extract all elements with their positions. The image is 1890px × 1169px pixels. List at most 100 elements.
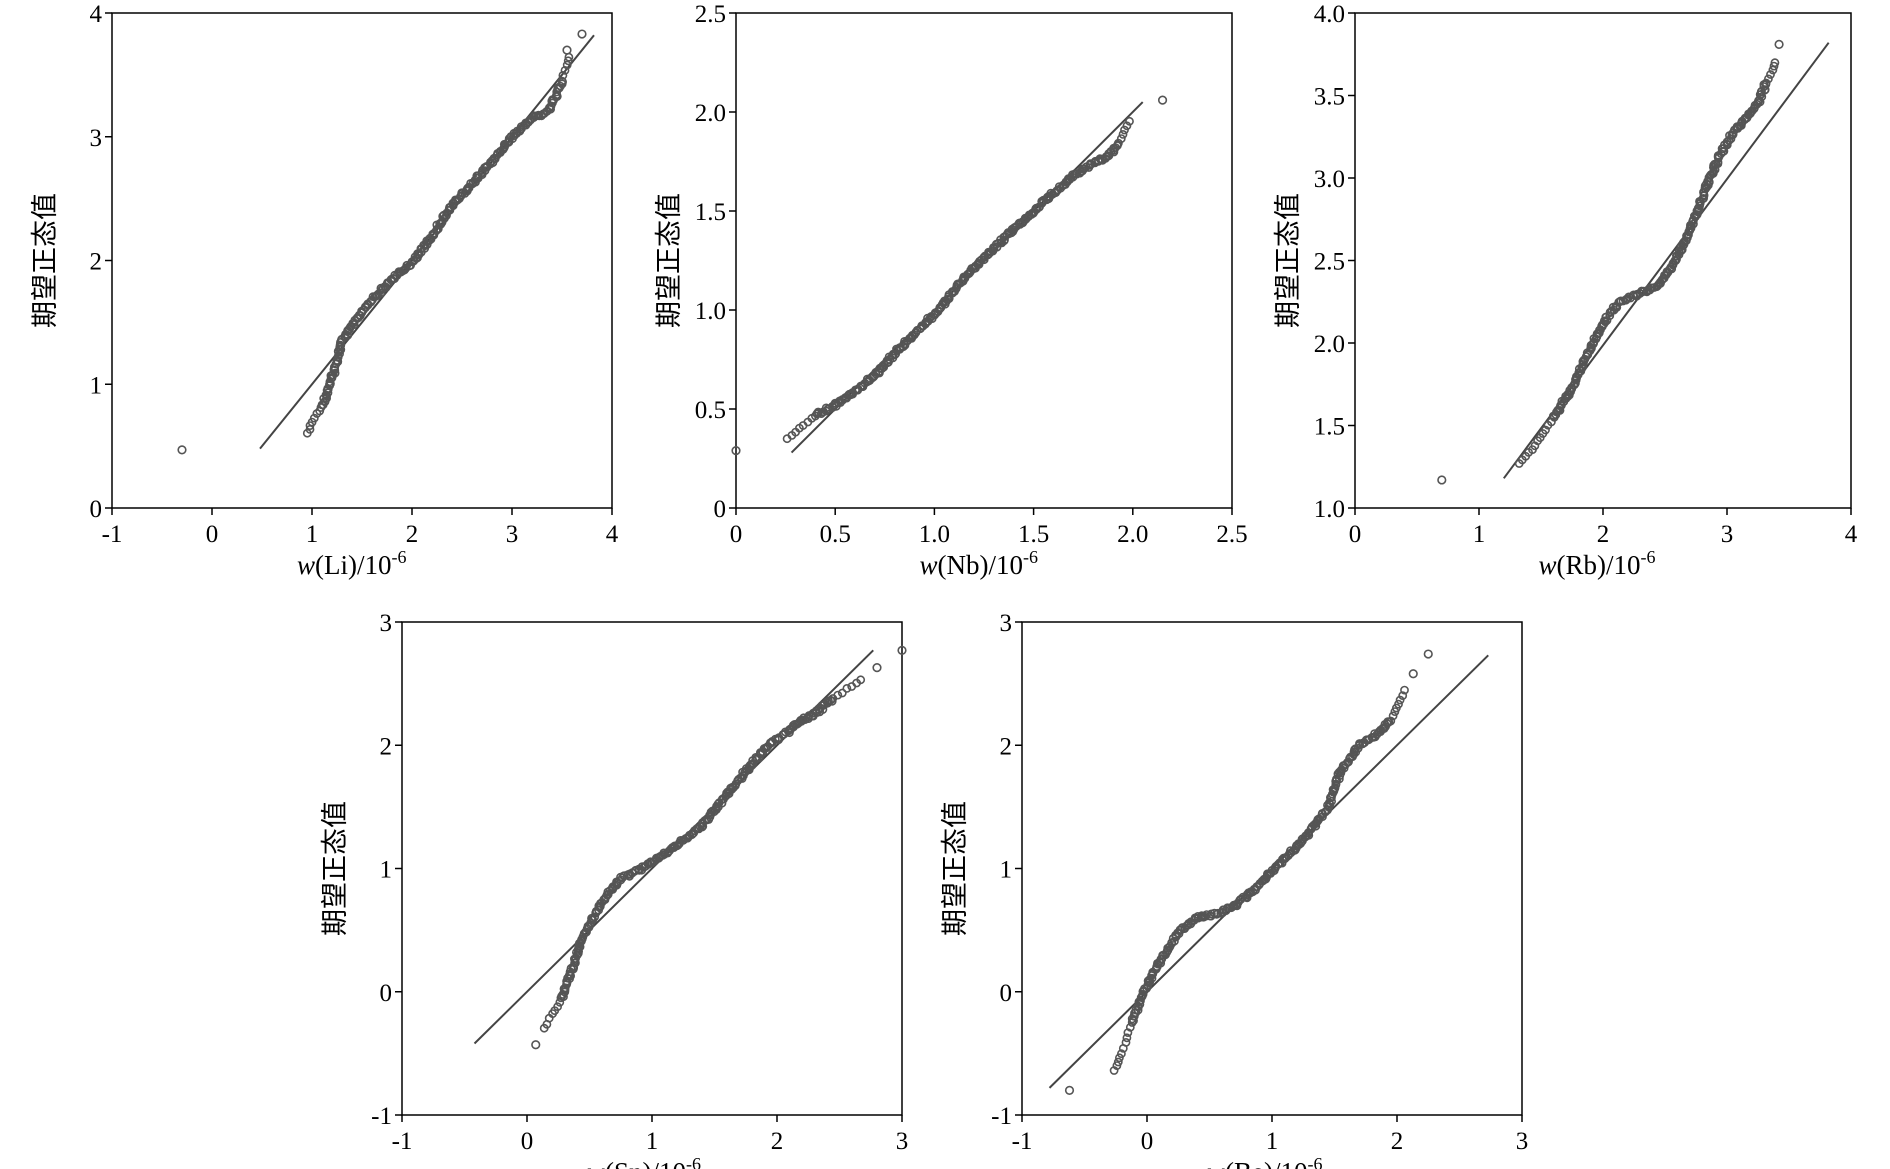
y-tick-label: 2.5 — [695, 1, 726, 28]
x-axis-title: w(Rb)/10-6 — [1539, 547, 1656, 580]
qq-point — [717, 798, 727, 808]
x-axis-title: w(Be)/10-6 — [1207, 1154, 1323, 1169]
x-tick-label: 2 — [1597, 521, 1610, 548]
x-tick-label: 1 — [1266, 1128, 1279, 1155]
qq-point — [1601, 317, 1610, 327]
x-tick-label: 1.5 — [1018, 521, 1049, 548]
plot-frame — [1354, 12, 1852, 509]
qq-point — [562, 60, 572, 70]
y-axis-title: 期望正态值 — [654, 193, 684, 328]
x-tick-label: 0 — [1349, 521, 1362, 548]
x-tick-label: -1 — [102, 521, 123, 548]
plot-frame — [111, 12, 613, 509]
y-tick-label: 2.0 — [1314, 331, 1345, 358]
qq-point — [1388, 711, 1398, 721]
data-points — [731, 95, 1168, 456]
y-tick-label: -1 — [991, 1103, 1012, 1130]
qq-point — [1541, 425, 1550, 435]
qq-panel-4: -1 0 1 2 3 -1 0 1 2 3 w(Be)/10-6 期望正态值 — [940, 610, 1528, 1169]
x-tick-label: 3 — [506, 521, 519, 548]
y-tick-label: 0 — [714, 496, 727, 523]
qq-point — [1121, 1038, 1131, 1047]
x-tick-label: 4 — [1845, 521, 1858, 548]
qq-outlier-point — [731, 445, 741, 456]
x-axis-title: w(Li)/10-6 — [297, 547, 407, 580]
data-points — [1064, 649, 1433, 1095]
qq-point — [1156, 958, 1166, 968]
qq-point — [1236, 894, 1246, 904]
x-tick-label: 2 — [771, 1128, 784, 1155]
x-tick-label: 0 — [1141, 1128, 1154, 1155]
y-tick-label: 1.0 — [695, 298, 726, 325]
y-tick-label: 1.5 — [695, 199, 726, 226]
qq-point — [556, 81, 565, 91]
qq-point — [1395, 695, 1405, 705]
y-tick-label: 3 — [90, 125, 103, 152]
qq-point — [557, 76, 567, 86]
qq-outlier-point — [177, 445, 187, 455]
qq-point — [1197, 911, 1207, 921]
qq-point — [1672, 254, 1681, 264]
x-tick-label: 1 — [646, 1128, 659, 1155]
x-tick-label: 2.5 — [1216, 521, 1247, 548]
x-tick-label: 3 — [1721, 521, 1734, 548]
qq-point — [1113, 1057, 1123, 1067]
y-tick-label: 3 — [380, 610, 393, 637]
qq-point — [1125, 116, 1134, 126]
qq-point — [974, 259, 984, 269]
x-tick-label: 1 — [1473, 521, 1486, 548]
qq-outlier-point — [1774, 39, 1784, 49]
qq-point — [309, 413, 319, 423]
x-tick-label: 0 — [730, 521, 743, 548]
qq-point — [826, 695, 835, 705]
x-tick-label: 4 — [606, 521, 619, 548]
qq-point — [558, 71, 568, 80]
qq-point — [343, 330, 353, 340]
qq-point — [1122, 1033, 1132, 1043]
qq-point — [1394, 699, 1403, 709]
qq-outlier-point — [872, 663, 882, 673]
qq-point — [381, 282, 391, 292]
qq-outlier-point — [1423, 649, 1433, 659]
y-tick-label: 0 — [380, 980, 393, 1007]
qq-panel-2: 0 1 2 3 4 1.0 1.5 2.0 2.5 3.0 3.5 4.0 w(Rb)/10-6 期望正态… — [1273, 1, 1858, 580]
qq-point — [1118, 129, 1128, 139]
qq-point — [1400, 685, 1409, 695]
y-tick-label: 0.5 — [695, 397, 726, 424]
qq-outlier-point — [897, 645, 907, 655]
y-axis-title: 期望正态值 — [30, 193, 60, 328]
qq-point — [376, 288, 386, 298]
y-tick-label: 1 — [90, 372, 103, 399]
qq-point — [837, 688, 847, 698]
qq-point — [1117, 1049, 1126, 1059]
x-tick-label: 1 — [306, 521, 319, 548]
x-tick-label: 3 — [1516, 1128, 1529, 1155]
y-axis-title: 期望正态值 — [320, 801, 350, 936]
x-tick-label: 2 — [1391, 1128, 1404, 1155]
qq-point — [1764, 74, 1773, 84]
y-axis-title: 期望正态值 — [1273, 193, 1303, 328]
y-tick-label: 3 — [1000, 610, 1013, 637]
y-tick-label: 4.0 — [1314, 1, 1345, 28]
data-points — [177, 29, 587, 455]
x-tick-label: 0 — [206, 521, 219, 548]
qq-point — [1386, 716, 1396, 726]
qq-point — [1622, 294, 1631, 304]
qq-point — [1115, 1053, 1124, 1063]
qq-point — [833, 690, 843, 700]
y-tick-label: -1 — [371, 1103, 392, 1130]
qq-point — [553, 1002, 562, 1012]
qq-outlier-point — [1437, 475, 1447, 485]
data-points — [1437, 39, 1784, 485]
y-tick-label: 4 — [90, 1, 103, 28]
y-tick-label: 0 — [90, 496, 103, 523]
x-tick-label: 3 — [896, 1128, 909, 1155]
qq-point — [842, 684, 852, 693]
qq-point — [1133, 1005, 1143, 1015]
y-tick-label: 2.0 — [695, 100, 726, 127]
y-tick-label: 1 — [380, 857, 393, 884]
qq-point — [590, 912, 600, 922]
qq-point — [563, 56, 573, 66]
